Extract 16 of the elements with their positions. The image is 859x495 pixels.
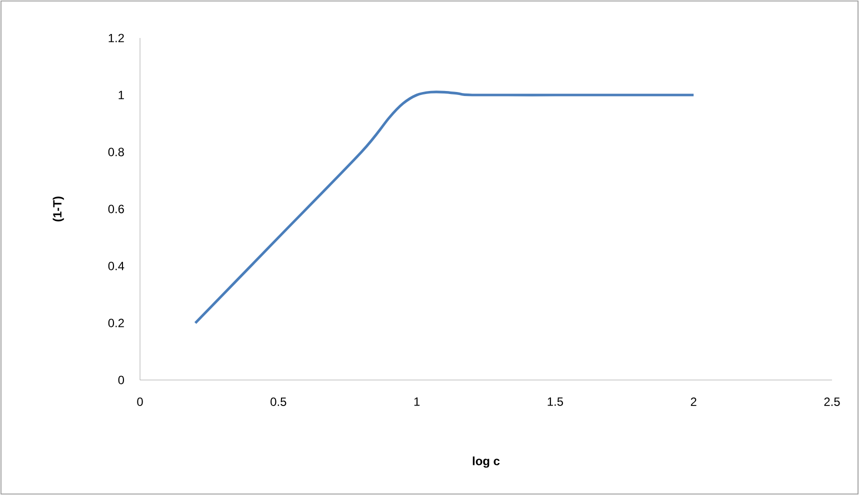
y-tick-label: 1 xyxy=(118,90,124,100)
y-tick-label: 1.2 xyxy=(108,34,124,42)
y-axis-title: (1-T) xyxy=(52,196,64,222)
x-tick-label: 0 xyxy=(137,398,143,406)
x-tick-label: 0.5 xyxy=(270,398,286,406)
x-tick-label: 1 xyxy=(414,398,420,406)
y-tick-label: 0.2 xyxy=(108,318,124,328)
y-tick-label: 0.8 xyxy=(108,148,124,156)
line-series xyxy=(194,90,695,324)
x-tick-label: 2 xyxy=(690,398,696,406)
y-tick-label: 0.6 xyxy=(108,204,124,214)
x-tick-label: 2.5 xyxy=(824,398,840,406)
y-tick-label: 0 xyxy=(118,376,124,384)
x-tick-label: 1.5 xyxy=(548,398,564,406)
y-tick-label: 0.4 xyxy=(108,262,124,270)
x-axis-title: log c xyxy=(472,456,500,468)
